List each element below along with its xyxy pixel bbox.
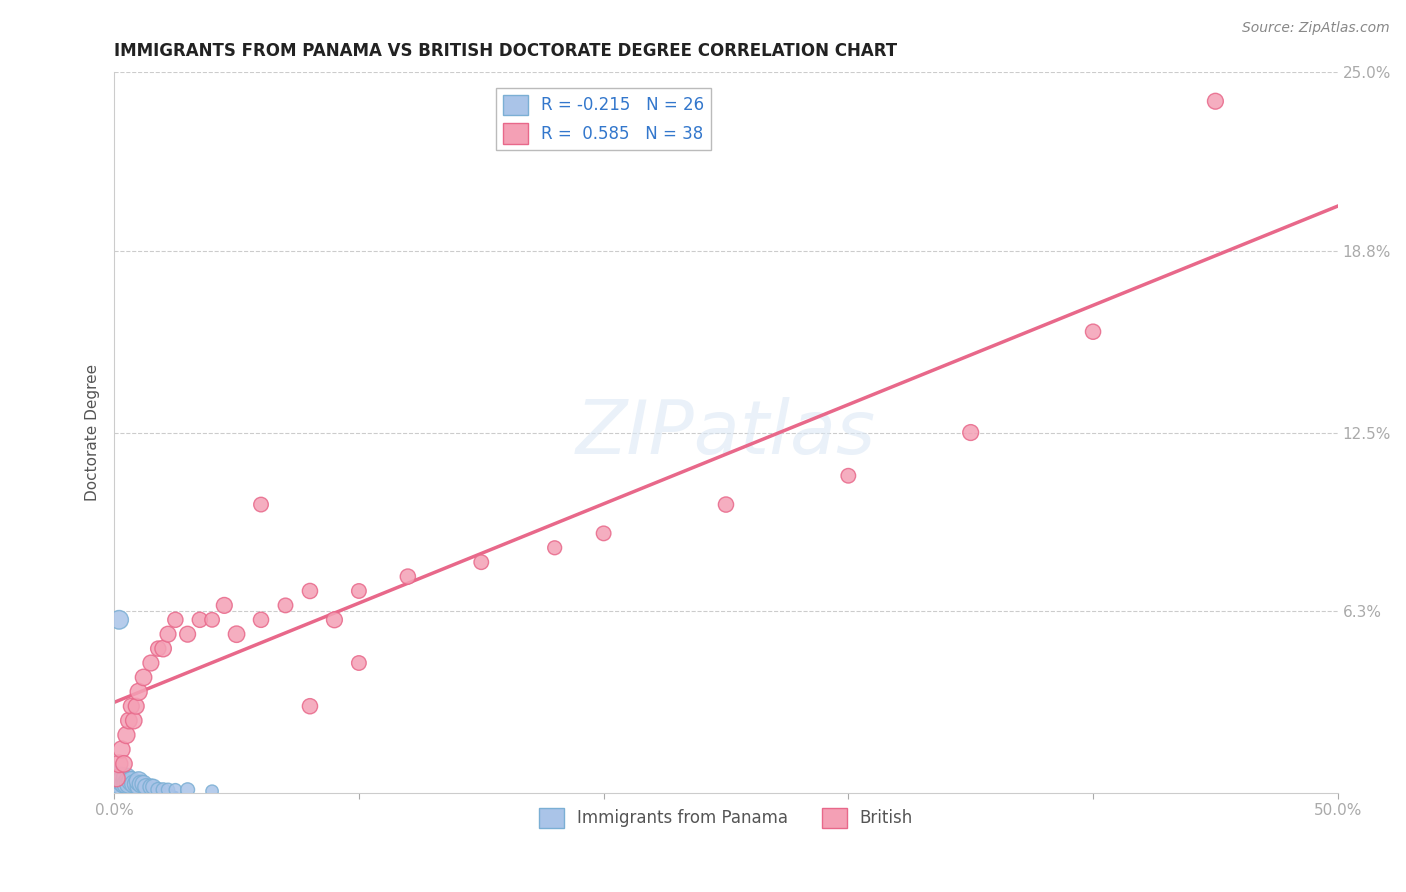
Point — [132, 777, 155, 791]
Point — [105, 774, 128, 789]
Point — [120, 774, 142, 789]
Point — [298, 584, 321, 599]
Point — [132, 670, 155, 684]
Point — [118, 777, 141, 791]
Point — [139, 656, 162, 670]
Point — [323, 613, 346, 627]
Point — [165, 782, 187, 797]
Point — [125, 699, 148, 714]
Point — [128, 774, 150, 789]
Point — [108, 613, 131, 627]
Text: IMMIGRANTS FROM PANAMA VS BRITISH DOCTORATE DEGREE CORRELATION CHART: IMMIGRANTS FROM PANAMA VS BRITISH DOCTOR… — [114, 42, 897, 60]
Point — [125, 777, 148, 791]
Point — [157, 782, 180, 797]
Point — [148, 782, 170, 797]
Point — [201, 784, 224, 798]
Point — [142, 780, 165, 794]
Point — [250, 613, 273, 627]
Point — [298, 699, 321, 714]
Point — [139, 780, 162, 794]
Point — [157, 627, 180, 641]
Point — [176, 627, 198, 641]
Point — [115, 777, 138, 791]
Point — [112, 777, 135, 791]
Point — [152, 782, 174, 797]
Point — [1204, 94, 1226, 108]
Point — [347, 584, 370, 599]
Point — [122, 714, 145, 728]
Point — [1081, 325, 1104, 339]
Point — [165, 613, 187, 627]
Point — [129, 777, 152, 791]
Point — [396, 569, 419, 583]
Point — [110, 771, 132, 785]
Point — [250, 498, 273, 512]
Point — [108, 756, 131, 771]
Point — [176, 782, 198, 797]
Point — [470, 555, 492, 569]
Point — [128, 685, 150, 699]
Point — [118, 714, 141, 728]
Y-axis label: Doctorate Degree: Doctorate Degree — [86, 364, 100, 501]
Point — [837, 468, 859, 483]
Point — [959, 425, 981, 440]
Point — [148, 641, 170, 656]
Point — [112, 756, 135, 771]
Point — [105, 771, 128, 785]
Point — [592, 526, 614, 541]
Point — [714, 498, 737, 512]
Point — [347, 656, 370, 670]
Point — [201, 613, 224, 627]
Point — [115, 771, 138, 785]
Legend: Immigrants from Panama, British: Immigrants from Panama, British — [533, 801, 920, 835]
Text: Source: ZipAtlas.com: Source: ZipAtlas.com — [1241, 21, 1389, 35]
Point — [544, 541, 567, 555]
Point — [225, 627, 247, 641]
Point — [110, 774, 132, 789]
Point — [122, 777, 145, 791]
Point — [274, 599, 297, 613]
Point — [120, 699, 142, 714]
Point — [110, 742, 132, 756]
Text: ZIPatlas: ZIPatlas — [576, 397, 876, 468]
Point — [115, 728, 138, 742]
Point — [135, 780, 157, 794]
Point — [188, 613, 211, 627]
Point — [152, 641, 174, 656]
Point — [118, 774, 141, 789]
Point — [128, 780, 150, 794]
Point — [214, 599, 236, 613]
Point — [108, 777, 131, 791]
